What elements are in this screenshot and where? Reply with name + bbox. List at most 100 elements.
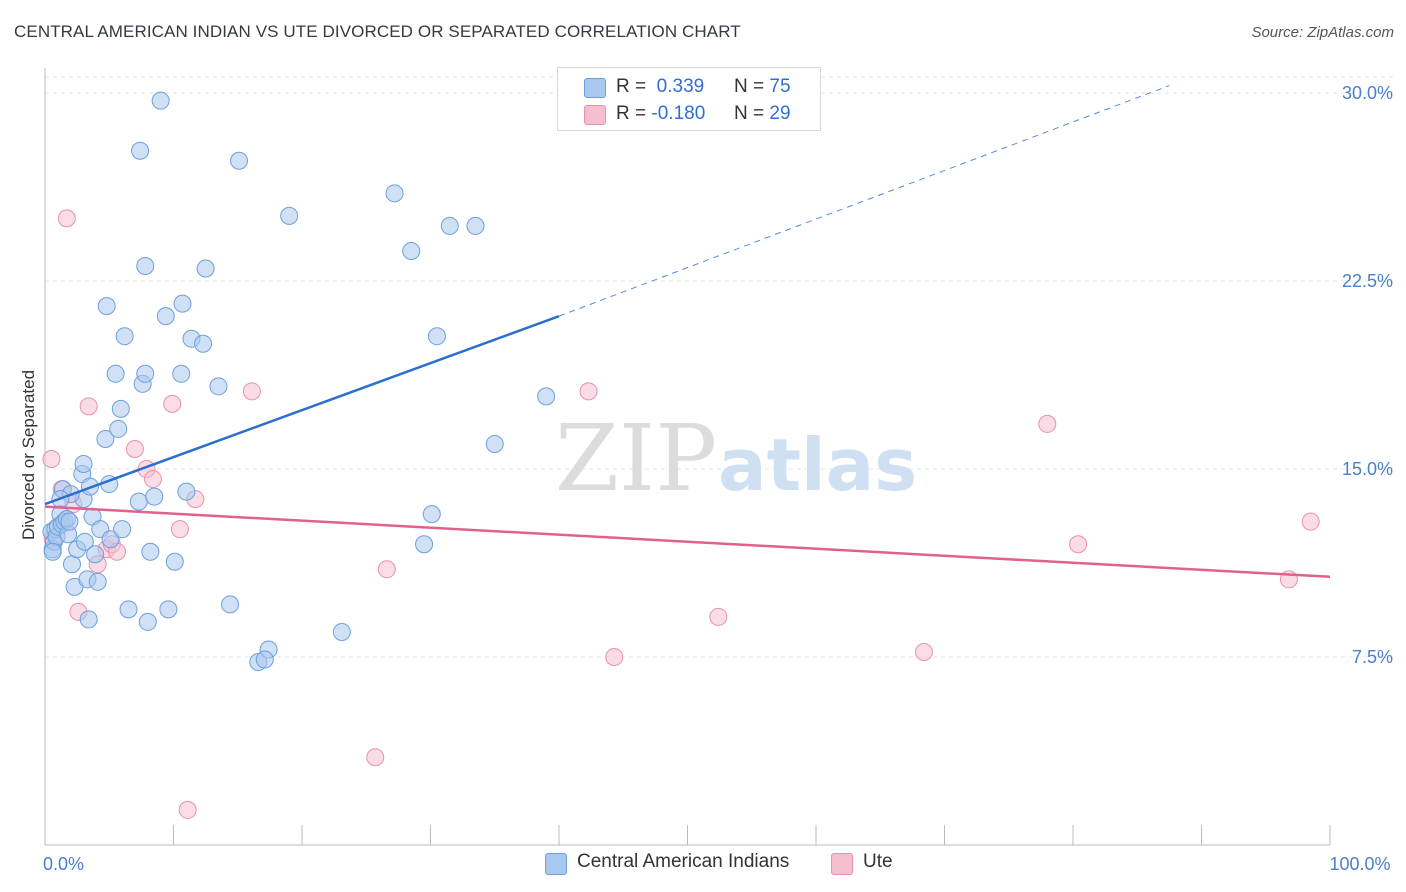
central-american-indian-point [177,482,196,501]
legend-r-value: -0.180 [651,103,706,124]
central-american-indian-point [209,377,228,396]
ute-point [178,800,197,819]
y-tick-label: 7.5% [1352,647,1393,667]
central-american-indian-point [427,327,446,346]
central-american-indian-point [466,216,485,235]
central-american-indian-point [60,512,79,531]
ute-point [125,439,144,458]
ute-point [377,560,396,579]
central-american-indian-point [230,151,249,170]
central-american-indian-point [119,600,138,619]
tick-labels: 7.5% 15.0% 22.5% 30.0% 0.0% 100.0% [43,83,1393,874]
legend-n-value: 75 [769,76,791,97]
central-american-indian-point [136,257,155,276]
central-american-indian-point [440,216,459,235]
ute-point [79,397,98,416]
central-american-indian-point [165,552,184,571]
central-american-indian-point [151,91,170,110]
legend-r-value: 0.339 [656,76,705,97]
chart-source: Source: ZipAtlas.com [1251,24,1394,41]
ute-point [1301,512,1320,531]
trend-lines [44,85,1331,579]
central-american-indian-point [415,535,434,554]
ute-point [709,607,728,626]
central-american-indian-point [136,364,155,383]
central-american-indian-point [109,419,128,438]
central-american-indian-point [537,387,556,406]
ute-point [1038,414,1057,433]
central-american-indian-point [255,650,274,669]
legend-r-label: R = [616,76,647,97]
central-american-indian-point [111,399,130,418]
central-american-indian-point [221,595,240,614]
ute-point [170,520,189,539]
central-american-indian-point [101,530,120,549]
central-american-indian-point [43,542,62,561]
y-tick-label: 15.0% [1342,459,1393,479]
central-american-indian-point [62,555,81,574]
central-american-indian-point [113,520,132,539]
central-american-indian-points [42,91,556,672]
legend-n-label: N = [734,76,765,97]
ute-point [1069,535,1088,554]
legend-r-label: R = [616,103,647,124]
central-american-indian-point [332,622,351,641]
ute-point [242,382,261,401]
central-american-indian-point [173,294,192,313]
y-tick-label: 22.5% [1342,271,1393,291]
central-american-indian-trend-line [44,314,560,506]
central-american-indian-point [79,610,98,629]
central-american-indian-point [422,505,441,524]
central-american-indian-point [145,487,164,506]
ute-point [579,382,598,401]
bottom-legend-swatch-blue [545,853,567,875]
watermark-zip: ZIP [555,405,717,512]
x-tick-label: 100.0% [1329,854,1390,874]
central-american-indian-point [172,364,191,383]
central-american-indian-point [115,327,134,346]
central-american-indian-point [194,334,213,353]
bottom-legend-swatch-pink [831,853,853,875]
ute-point [143,470,162,489]
central-american-indian-point [385,184,404,203]
central-american-indian-point [159,600,178,619]
ute-point [605,648,624,667]
bottom-legend-label: Ute [863,851,893,872]
ute-point [914,643,933,662]
legend-n-label: N = [734,103,765,124]
central-american-indian-point [156,307,175,326]
watermark-atlas: atlas [718,423,917,507]
ute-point [42,450,61,469]
central-american-indian-point [74,455,93,474]
stats-legend: R = 0.339 N = 75 R = -0.180 N = 29 [557,67,821,131]
axes [44,68,1331,846]
legend-swatch-pink [584,105,606,125]
y-axis-label: Divorced or Separated [19,370,38,540]
central-american-indian-point [96,429,115,448]
central-american-indian-point [106,364,125,383]
legend-swatch-blue [584,78,606,98]
ute-point [57,209,76,228]
watermark: ZIP atlas [555,405,917,512]
central-american-indian-point [86,545,105,564]
chart-title: CENTRAL AMERICAN INDIAN VS UTE DIVORCED … [14,22,741,41]
central-american-indian-point [402,241,421,260]
ute-point [366,748,385,767]
central-american-indian-point [280,206,299,225]
central-american-indian-point [129,492,148,511]
central-american-indian-point [141,542,160,561]
ute-points [42,209,1320,819]
y-tick-label: 30.0% [1342,83,1393,103]
central-american-indian-point [196,259,215,278]
x-tick-label: 0.0% [43,854,84,874]
bottom-legend-label: Central American Indians [577,851,790,872]
ute-point [163,394,182,413]
central-american-indian-point [75,532,94,551]
central-american-indian-point [88,572,107,591]
central-american-indian-point [485,434,504,453]
central-american-indian-point [138,612,157,631]
ute-trend-line [44,505,1331,579]
central-american-indian-point [131,141,150,160]
legend-n-value: 29 [769,103,791,124]
